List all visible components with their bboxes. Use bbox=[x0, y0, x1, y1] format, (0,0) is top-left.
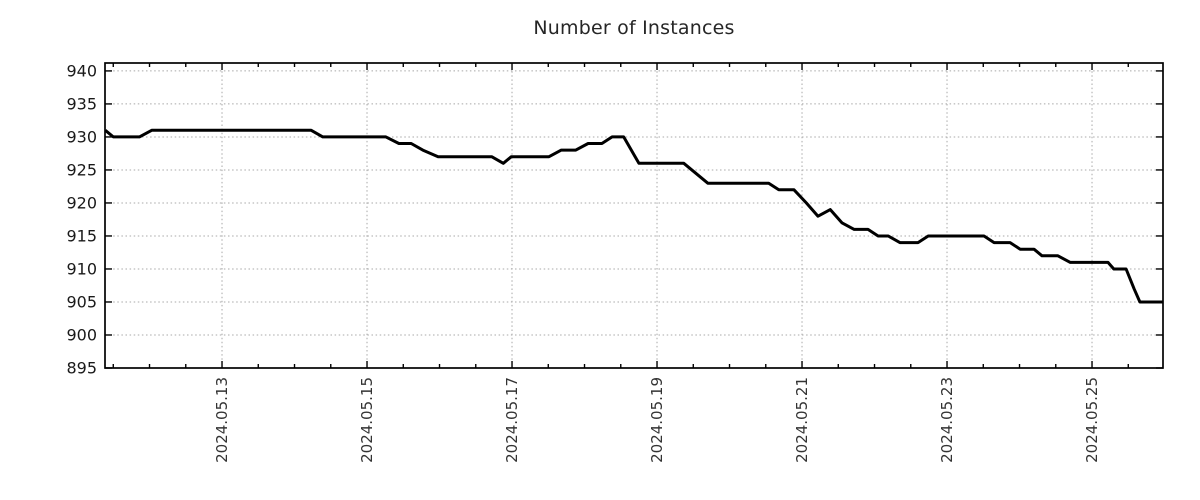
y-tick-label: 905 bbox=[66, 292, 97, 311]
y-tick-label: 915 bbox=[66, 226, 97, 245]
x-tick-label: 2024.05.17 bbox=[503, 377, 521, 463]
plot-border bbox=[104, 62, 1164, 369]
x-tick-label: 2024.05.15 bbox=[358, 377, 376, 463]
x-tick-label: 2024.05.25 bbox=[1083, 377, 1101, 463]
x-tick-label: 2024.05.13 bbox=[213, 377, 231, 463]
y-tick-label: 910 bbox=[66, 259, 97, 278]
y-tick-label: 940 bbox=[66, 61, 97, 80]
y-tick-label: 935 bbox=[66, 94, 97, 113]
series-line bbox=[104, 128, 1164, 304]
y-tick-label: 895 bbox=[66, 359, 97, 378]
chart-title: Number of Instances bbox=[533, 17, 735, 39]
y-tick-label: 930 bbox=[66, 127, 97, 146]
y-tick-label: 900 bbox=[66, 325, 97, 344]
y-tick-label: 920 bbox=[66, 193, 97, 212]
y-tick-label: 925 bbox=[66, 160, 97, 179]
x-tick-label: 2024.05.19 bbox=[648, 377, 666, 463]
x-tick-label: 2024.05.21 bbox=[793, 377, 811, 463]
x-tick-label: 2024.05.23 bbox=[938, 377, 956, 463]
